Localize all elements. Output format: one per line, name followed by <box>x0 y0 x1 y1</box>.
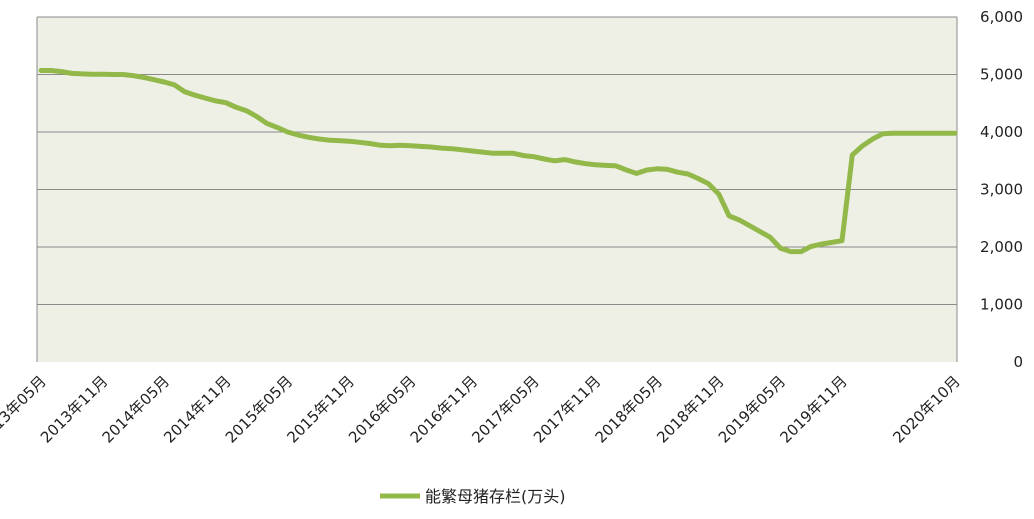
y-tick-label: 0 <box>1013 353 1023 371</box>
y-axis: 0 1,000 2,000 3,000 4,000 5,000 6,000 <box>980 8 1023 371</box>
series-line <box>38 68 958 255</box>
legend-label: 能繁母猪存栏(万头) <box>425 487 566 506</box>
x-tick-label: 2020年10月 <box>889 372 963 446</box>
series-layer <box>38 68 958 255</box>
y-tick-label: 3,000 <box>980 181 1023 199</box>
y-tick-label: 2,000 <box>980 238 1023 256</box>
x-axis: 2013年05月2013年11月2014年05月2014年11月2015年05月… <box>0 372 964 446</box>
y-tick-label: 5,000 <box>980 66 1023 84</box>
legend: 能繁母猪存栏(万头) <box>380 487 566 506</box>
y-tick-label: 6,000 <box>980 8 1023 26</box>
y-tick-label: 1,000 <box>980 296 1023 314</box>
gridlines <box>36 16 958 362</box>
y-tick-label: 4,000 <box>980 123 1023 141</box>
